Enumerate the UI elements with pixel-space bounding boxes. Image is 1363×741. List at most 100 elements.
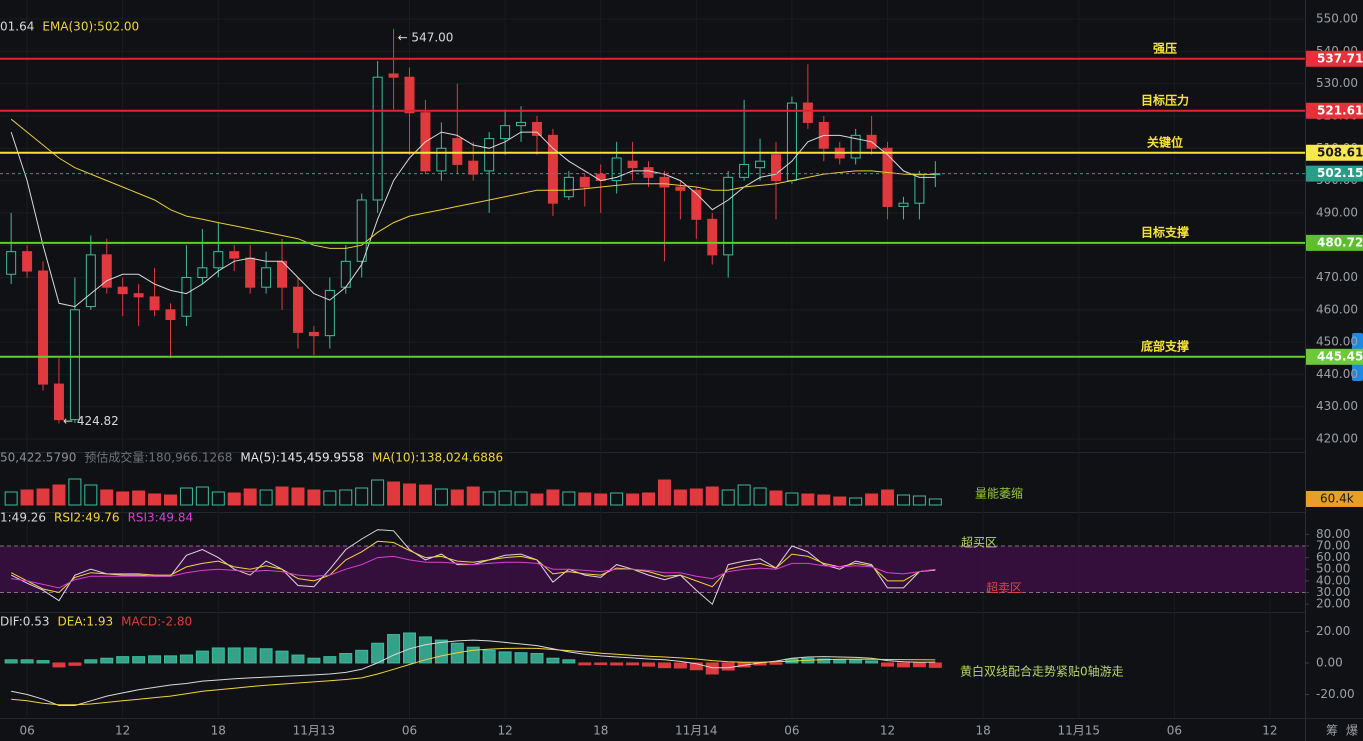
volume-bar [562,491,576,506]
candle-body [133,293,144,298]
indicator-legend: MA(5):145,459.9558 [240,451,364,465]
volume-bar [371,479,385,506]
indicator-legend: EMA(30):502.00 [42,20,139,34]
macd-bar [689,662,703,671]
macd-note: 黄白双线配合走势紧贴0轴游走 [960,664,1124,679]
volume-bar [546,489,560,506]
current-price-value: 502.15 [1317,166,1363,180]
macd-bar [769,662,783,665]
volume-bar [52,484,66,506]
indicator-legend: RSI3:49.84 [128,511,194,525]
candle-body [149,296,160,311]
level-tag [1306,234,1363,251]
y-tick-label: 70.00 [1316,538,1350,552]
candle-body [197,267,208,278]
x-tick-label: 11月14 [675,724,718,738]
macd-bar [610,662,624,666]
macd-bar [849,659,863,664]
candle-body [675,186,686,191]
macd-bar [84,659,98,664]
max-price-label: ← 547.00 [398,30,454,44]
volume-bar [865,493,879,506]
volume-bar [482,491,496,506]
level-value: 521.61 [1317,103,1363,117]
candle-body [468,160,479,175]
candle-body [914,173,925,204]
min-price-label: ← 424.82 [63,414,119,428]
volume-bar [323,490,337,506]
indicator-line [11,639,936,706]
volume-bar [801,493,815,506]
macd-bar [371,642,385,664]
volume-bar [594,493,608,506]
candle-body [245,257,256,288]
level-value: 508.61 [1317,145,1363,159]
indicator-legend: DIF:0.53 [0,615,50,629]
indicator-line [10,540,936,594]
macd-bar [116,656,130,664]
macd-bar [259,648,273,664]
x-tick-label: 12 [1262,724,1277,738]
candle-body [547,134,558,204]
y-tick-label: 50.00 [1316,562,1350,576]
macd-bar [562,659,576,664]
y-tick-label: 550.00 [1316,12,1358,26]
corner-label: 筹 [1326,724,1338,738]
candle-body [611,157,622,182]
y-tick-label: 40.00 [1316,573,1350,587]
corner-label: 爆 [1346,724,1358,738]
volume-bar [148,493,162,506]
macd-bar [100,657,114,664]
volume-tag [1306,490,1363,507]
macd-bar [498,651,512,664]
volume-bar [498,490,512,506]
indicator-legend: MA(10):138,024.6886 [372,451,503,465]
candle-body [691,189,702,220]
x-tick-label: 06 [19,724,34,738]
current-price-tag [1306,165,1363,182]
candle-body [404,76,415,114]
candle-body [755,160,766,169]
volume-bar [275,486,289,506]
macd-bar [227,647,241,664]
volume-note: 量能萎缩 [975,485,1023,500]
volume-bar [912,495,926,506]
volume-bar [4,491,18,506]
candle-body [436,147,447,172]
candle-body [117,286,128,295]
macd-bar [52,662,66,668]
macd-bar [482,649,496,664]
candle-body [324,289,335,337]
candle-body [723,176,734,256]
candle-body [261,267,272,288]
volume-bar [100,489,114,506]
macd-bar [195,650,209,664]
rsi-zone [0,545,1305,593]
y-tick-label: 450.00 [1316,335,1358,349]
candle-body [802,102,813,123]
macd-bar [705,662,719,675]
y-tick-label: 530.00 [1316,76,1358,90]
volume-bar [387,481,401,506]
macd-bar [817,658,831,664]
macd-bar [148,655,162,664]
volume-bar [259,489,273,506]
candle-body [484,138,495,172]
level-name: 底部支撑 [1141,338,1189,353]
x-tick-label: 06 [1167,724,1182,738]
y-tick-label: 440.00 [1316,367,1358,381]
candle-body [739,163,750,178]
volume-bar [737,484,751,506]
volume-bar [673,489,687,506]
volume-bar [530,493,544,506]
candle-body [356,199,367,262]
level-name: 关键位 [1147,134,1183,149]
y-tick-label: 470.00 [1316,270,1358,284]
zone-label: 超买区 [961,534,997,549]
candle-body [850,134,861,159]
indicator-line [11,647,936,706]
volume-bar [84,484,98,506]
macd-bar [657,662,671,669]
